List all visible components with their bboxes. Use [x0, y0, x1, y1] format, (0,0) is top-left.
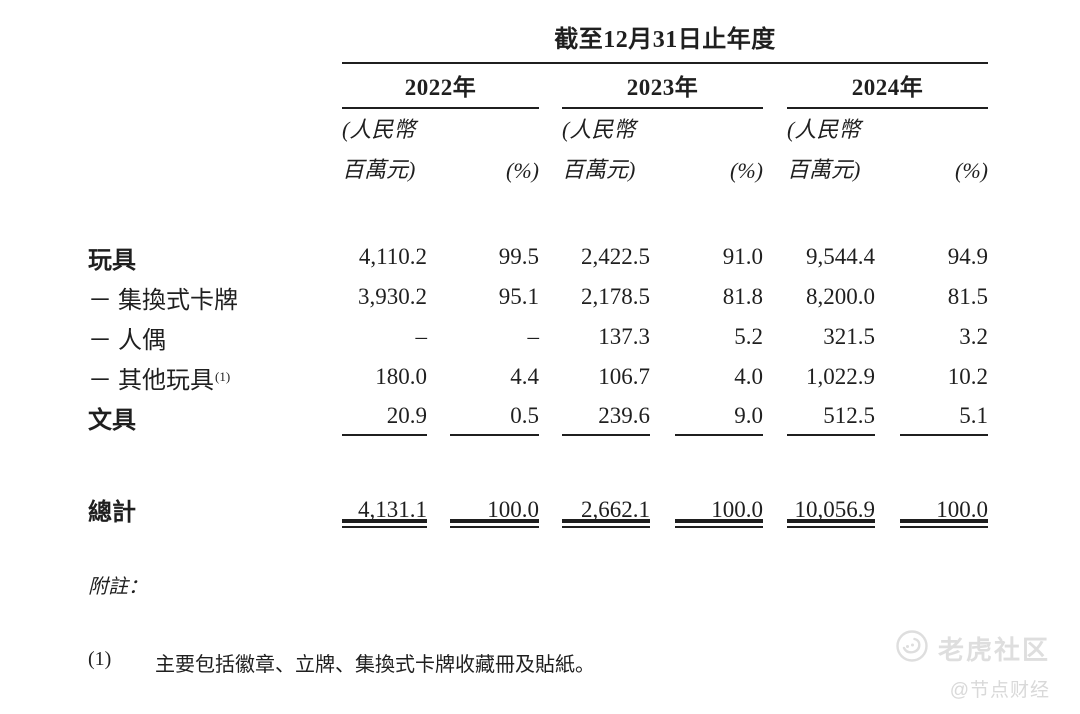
footnote-text: 主要包括徽章、立牌、集換式卡牌收藏冊及貼紙。 — [155, 654, 595, 676]
header-spacer — [88, 64, 342, 109]
row-label: － 人偶 — [88, 327, 166, 354]
total-2022-pct: 100.0 — [487, 496, 539, 522]
total-2023-amount: 2,662.1 — [581, 496, 650, 522]
cell-2023-pct: 4.0 — [734, 364, 763, 389]
cell-2024-amount: 8,200.0 — [806, 284, 875, 309]
watermark: 老虎社区 @节点财经 — [895, 629, 1050, 702]
cell-2022-amount: – — [415, 324, 428, 349]
rule-spacer — [88, 518, 342, 532]
cell-2022-amount: 3,930.2 — [358, 284, 427, 309]
table-row-toys: 玩具 4,110.2 99.5 2,422.5 91.0 9,544.4 94.… — [88, 237, 988, 277]
watermark-handle-text: @节点财经 — [949, 680, 1050, 701]
unit-label: 百萬元) — [787, 157, 861, 182]
header-spacer — [88, 0, 342, 64]
unit-label: 百萬元) — [342, 157, 416, 182]
cell-2023-pct: 91.0 — [722, 244, 763, 269]
table-row-total: 總計 4,131.1 100.0 2,662.1 100.0 10,056.9 … — [88, 492, 988, 527]
double-rule — [342, 518, 427, 532]
cell-2024-pct: 94.9 — [947, 244, 988, 269]
year-2024-header: 2024年 — [787, 64, 988, 109]
unit-label-group: 百萬元) (%) — [562, 147, 763, 187]
table-row-stationery: 文具 20.9 0.5 239.6 9.0 512.5 5.1 — [88, 397, 988, 437]
year-header-row: 2022年 2023年 2024年 — [88, 64, 988, 109]
notes-heading: 附註： — [88, 576, 148, 598]
year-2023-header: 2023年 — [562, 64, 763, 109]
table-header-period: 截至12月31日止年度 — [88, 0, 988, 64]
cell-2024-pct: 10.2 — [947, 364, 988, 389]
total-double-rule-row — [88, 518, 988, 532]
watermark-brand-text: 老虎社区 — [937, 635, 1050, 665]
table-row-figures: － 人偶 – – 137.3 5.2 321.5 3.2 — [88, 317, 988, 357]
table-row-trading-cards: － 集換式卡牌 3,930.2 95.1 2,178.5 81.8 8,200.… — [88, 277, 988, 317]
cell-2024-amount: 512.5 — [787, 398, 875, 436]
cell-2024-amount: 1,022.9 — [806, 364, 875, 389]
double-rule — [675, 518, 763, 532]
unit-label-group: 百萬元) (%) — [342, 147, 539, 187]
row-label: 玩具 — [88, 247, 136, 274]
cell-2022-pct: 95.1 — [498, 284, 539, 309]
footnote-marker: (1) — [88, 648, 112, 670]
unit-header-row-2: 百萬元) (%) 百萬元) (%) 百萬元) (%) — [88, 147, 988, 187]
total-label: 總計 — [88, 500, 136, 526]
cell-2023-amount: 106.7 — [598, 364, 650, 389]
tiger-logo-icon — [895, 629, 929, 668]
unit-label: 百萬元) — [562, 157, 636, 182]
cell-2023-amount: 137.3 — [598, 324, 650, 349]
cell-2023-pct: 5.2 — [734, 324, 763, 349]
row-label: － 集換式卡牌 — [88, 287, 238, 314]
revenue-breakdown-table: 截至12月31日止年度 2022年 2023年 2024年 (人民幣 (人民幣 … — [88, 0, 988, 532]
cell-2023-pct: 9.0 — [675, 398, 763, 436]
total-2022-amount: 4,131.1 — [358, 496, 427, 522]
percent-label: (%) — [506, 158, 539, 183]
cell-2022-amount: 180.0 — [375, 364, 427, 389]
cell-2023-pct: 81.8 — [722, 284, 763, 309]
unit-header-row-1: (人民幣 (人民幣 (人民幣 — [88, 109, 988, 147]
unit-label: (人民幣 — [342, 117, 416, 142]
double-rule — [562, 518, 650, 532]
percent-label: (%) — [955, 158, 988, 183]
total-2023-pct: 100.0 — [711, 496, 763, 522]
cell-2024-amount: 321.5 — [823, 324, 875, 349]
cell-2022-amount: 20.9 — [342, 398, 427, 436]
unit-label-group: 百萬元) (%) — [787, 147, 988, 187]
cell-2022-pct: 0.5 — [450, 398, 539, 436]
percent-label: (%) — [730, 158, 763, 183]
cell-2022-pct: 99.5 — [498, 244, 539, 269]
subtotal-total-gap — [88, 437, 988, 492]
watermark-brand-row: 老虎社区 — [895, 629, 1050, 668]
cell-2024-pct: 3.2 — [959, 324, 988, 349]
row-label: － 其他玩具 (1) — [88, 367, 231, 394]
total-2024-pct: 100.0 — [936, 496, 988, 522]
cell-2022-pct: 4.4 — [510, 364, 539, 389]
row-label: 文具 — [88, 407, 136, 434]
cell-2022-pct: – — [527, 324, 540, 349]
unit-label: (人民幣 — [787, 117, 861, 142]
cell-2022-amount: 4,110.2 — [358, 244, 427, 269]
cell-2023-amount: 2,422.5 — [581, 244, 650, 269]
cell-2023-amount: 2,178.5 — [581, 284, 650, 309]
unit-label: (人民幣 — [562, 117, 636, 142]
cell-2023-amount: 239.6 — [562, 398, 650, 436]
header-body-gap — [88, 187, 988, 237]
double-rule — [900, 518, 988, 532]
year-2022-header: 2022年 — [342, 64, 539, 109]
header-spacer — [88, 109, 342, 147]
cell-2024-pct: 81.5 — [947, 284, 988, 309]
double-rule — [450, 518, 539, 532]
header-spacer — [88, 147, 342, 187]
cell-2024-pct: 5.1 — [900, 398, 988, 436]
period-title: 截至12月31日止年度 — [342, 0, 988, 64]
footnote-1: (1) 主要包括徽章、立牌、集換式卡牌收藏冊及貼紙。 — [88, 648, 595, 677]
table-row-other-toys: － 其他玩具 (1) 180.0 4.4 106.7 4.0 1,022.9 10… — [88, 357, 988, 397]
double-rule — [787, 518, 875, 532]
cell-2024-amount: 9,544.4 — [806, 244, 875, 269]
total-2024-amount: 10,056.9 — [794, 496, 876, 522]
